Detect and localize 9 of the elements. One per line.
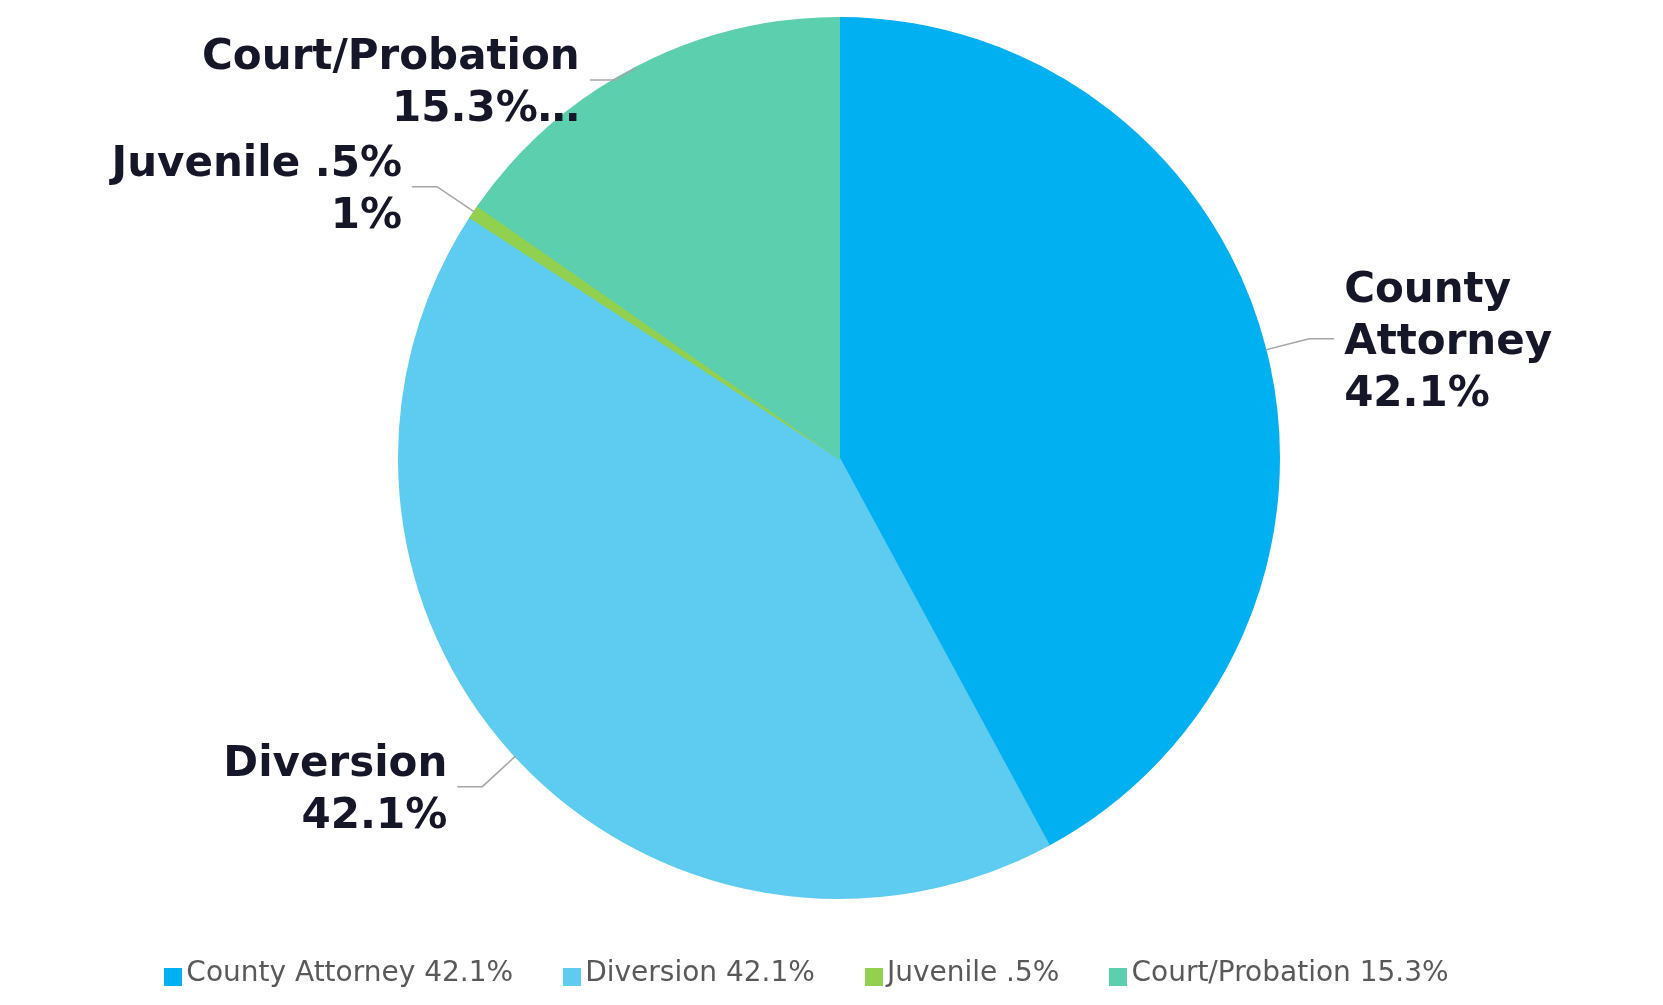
data-label: Diversion 42.1% <box>223 736 448 838</box>
data-label: Juvenile .5% 1% <box>108 136 403 238</box>
legend-label: Diversion 42.1% <box>585 955 815 988</box>
data-label: Court/Probation 15.3%… <box>202 29 580 131</box>
legend-label: Court/Probation 15.3% <box>1131 955 1449 988</box>
data-label: County Attorney 42.1% <box>1344 262 1553 416</box>
legend-label: Juvenile .5% <box>886 955 1060 988</box>
pie-slice <box>838 17 1280 846</box>
legend-label: County Attorney 42.1% <box>186 955 514 988</box>
